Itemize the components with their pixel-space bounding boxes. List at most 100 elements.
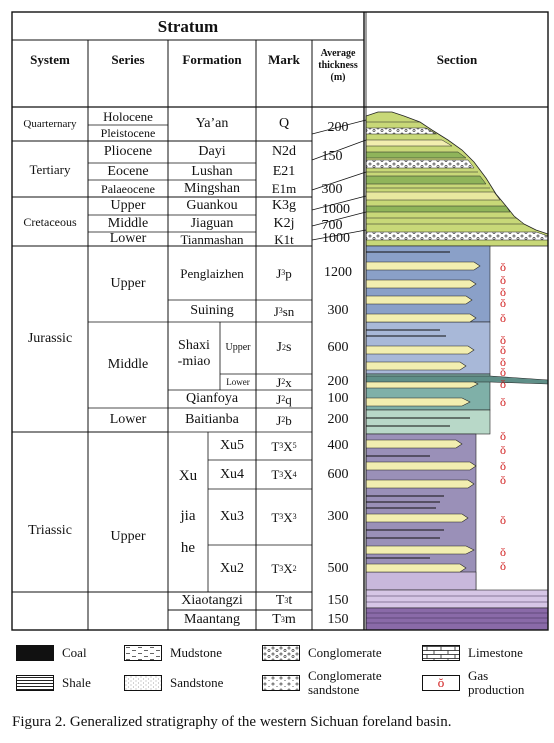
legend-gas-label-2: production [468,681,525,697]
legend-conglomerate: Conglomerate [262,645,382,661]
mark-n2d: N2d [271,144,297,159]
series-header: Series [111,51,145,67]
system-triassic: Triassic [28,523,72,538]
formation-jiaguan: Jiaguan [190,215,234,231]
gas-production-icon: ŏ [500,377,506,391]
conglomerate-sandstone-swatch [262,674,300,691]
thickness-header-line2: thickness [318,60,358,71]
mark-e21: E21 [272,163,296,179]
formation-xiaotangzi: Xiaotangzi [181,593,243,608]
legend-coal: Coal [16,645,87,661]
gas-production-icon: ŏ [500,513,506,527]
thickness-j3sn: 300 [327,303,349,318]
gas-production-icon: ŏ [500,459,506,473]
gas-production-icon: ŏ [500,333,506,347]
mark-j3sn: J 3 sn [273,303,295,319]
stratum-header: Stratum [157,16,219,36]
series-holocene: Holocene [103,108,153,124]
gas-production-icon: ŏ [500,443,506,457]
series-cretaceous-upper: Upper [110,198,146,213]
legend-gas-label-1: Gas [468,668,489,683]
thickness-t3x4: 600 [327,466,349,482]
gas-production-icon: ŏ [500,285,506,299]
table-lines [11,11,549,631]
mark-e1m: E1m [271,181,297,196]
legend-cong-sand-label-2: sandstone [308,681,360,697]
system-quarternary: Quarternary [23,117,77,130]
series-pleistocene: Pleistocene [100,126,156,140]
thickness-j2b: 200 [327,412,349,427]
system-tertiary: Tertiary [29,161,71,177]
mark-header: Mark [268,51,300,67]
series-eocene: Eocene [107,163,149,179]
thickness-t3x3: 300 [327,509,349,524]
gas-production-swatch: ŏ [422,674,460,691]
series-triassic-upper: Upper [110,529,146,544]
series-jurassic-middle: Middle [107,357,149,372]
system-header: System [30,51,70,67]
formation-mingshan: Mingshan [184,180,240,196]
formation-shaximiao-lower: Lower [226,376,250,387]
series-cretaceous-lower: Lower [109,231,147,246]
thickness-k1t: 1000 [322,231,350,246]
system-jurassic: Jurassic [27,331,73,346]
legend-sandstone: Sandstone [124,675,223,691]
formation-shaximiao-line2: -miao [177,354,211,369]
legend-cong-sand-label-1: Conglomerate [308,668,382,683]
mudstone-swatch [124,645,162,661]
thickness-j2q: 100 [327,391,349,406]
gas-production-icon: ŏ [500,473,506,487]
sandstone-swatch [124,675,162,691]
legend-gas-production: ŏ Gas production [422,669,524,696]
formation-baitianba: Baitianba [185,412,239,427]
formation-guankou: Guankou [186,198,238,213]
legend-conglomerate-label: Conglomerate [308,645,382,660]
gas-production-icon: ŏ [500,260,506,274]
thickness-header-line3: (m) [330,72,346,83]
gas-production-icon: ŏ [500,343,506,357]
series-jurassic-upper: Upper [110,276,146,291]
section-graphic [365,111,549,631]
section-header: Section [436,51,478,67]
formation-xu3: Xu3 [219,509,245,524]
series-pliocene: Pliocene [103,144,153,159]
thickness-t3t: 150 [327,593,349,608]
formation-tianmashan: Tianmashan [180,231,244,247]
legend-limestone: Limestone [422,645,523,661]
gas-production-icon: ŏ [500,365,506,379]
legend-conglomerate-sandstone: Conglomerate sandstone [262,669,382,696]
gas-production-icon: ŏ [500,429,506,443]
formation-xu2: Xu2 [219,560,245,576]
legend-mudstone: Mudstone [124,645,222,661]
formation-yaan: Ya’an [195,116,229,131]
formation-lushan: Lushan [191,163,233,179]
formation-maantang: Maantang [184,612,240,627]
thickness-e1m: 300 [321,182,343,197]
formation-xu4: Xu4 [219,466,245,482]
gas-production-icon: ŏ [500,296,506,310]
thickness-t3x5: 400 [327,438,349,453]
legend-sandstone-label: Sandstone [170,675,224,690]
legend-mudstone-label: Mudstone [170,645,222,660]
series-cretaceous-middle: Middle [107,215,149,231]
gas-production-icon: ŏ [500,273,506,287]
gas-production-icon: ŏ [500,311,506,325]
legend-shale-label: Shale [62,675,91,690]
thickness-j3p: 1200 [324,265,352,280]
formation-xujiahe-line3: he [180,539,196,556]
series-palaeocene: Palaeocene [101,181,155,196]
formation-suining: Suining [190,303,234,318]
conglomerate-swatch [262,645,300,661]
formation-xu5: Xu5 [219,438,245,453]
gas-production-icon: ŏ [500,559,506,573]
formation-xujiahe-line2: jia [180,507,196,524]
legend-coal-label: Coal [62,645,87,660]
gas-production-icon: ŏ [500,355,506,369]
